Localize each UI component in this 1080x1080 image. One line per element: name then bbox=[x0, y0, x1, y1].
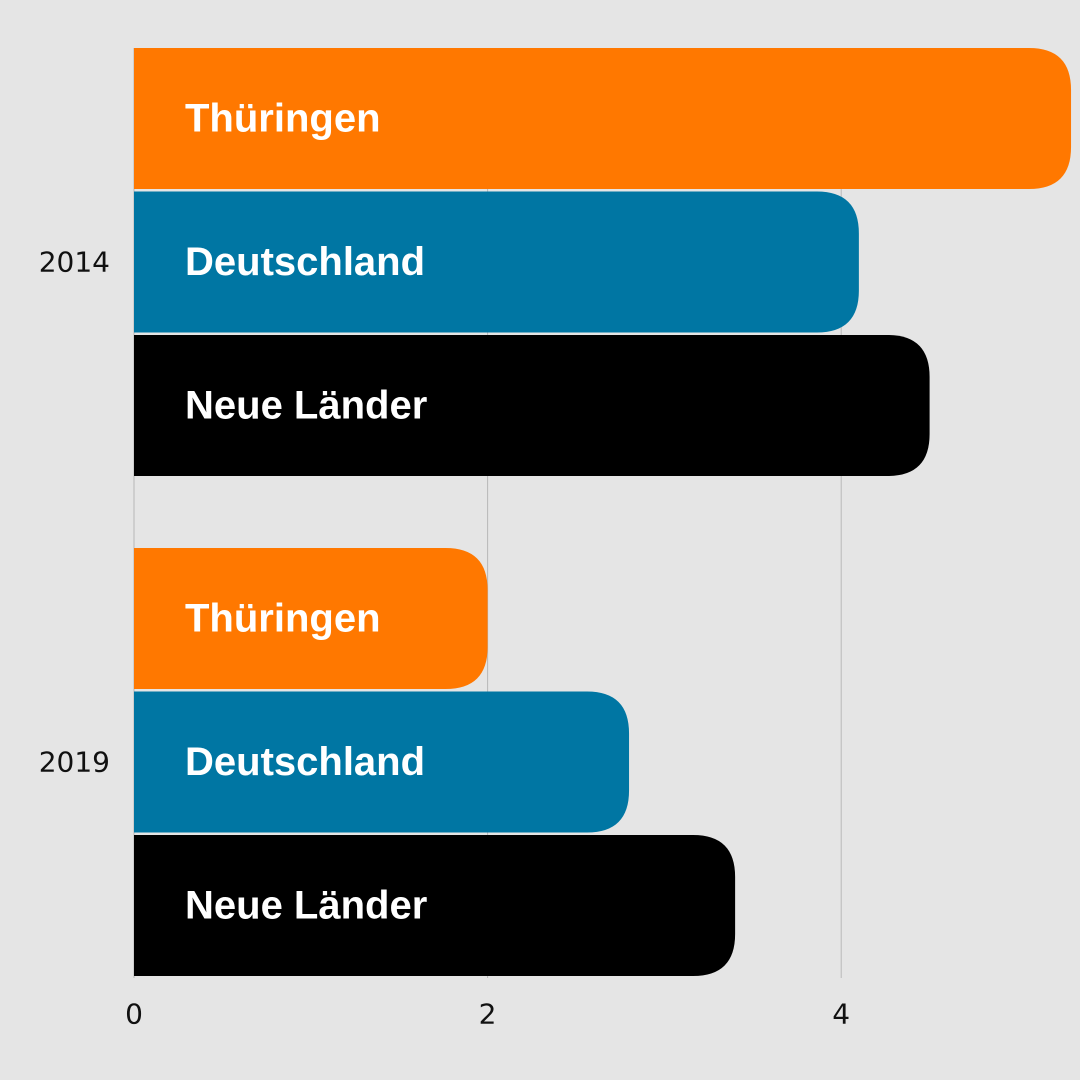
bars: Thüringen Deutschland Neue Länder Thüringen… bbox=[134, 48, 1072, 976]
bar-2014-deutschland bbox=[134, 191, 859, 333]
bar-label-2014-thueringen: Thüringen bbox=[185, 97, 381, 141]
x-tick-label-0: 0 bbox=[125, 998, 143, 1031]
y-tick-label-2014: 2014 bbox=[39, 246, 110, 279]
y-tick-label-2019: 2019 bbox=[39, 746, 110, 779]
bar-label-2019-neue-laender: Neue Länder bbox=[185, 884, 427, 928]
bar-2019-deutschland bbox=[134, 691, 630, 833]
bar-2014-neue-laender bbox=[134, 335, 930, 476]
bar-label-2019-deutschland: Deutschland bbox=[185, 740, 425, 784]
x-tick-label-2: 2 bbox=[479, 998, 497, 1031]
bar-label-2014-neue-laender: Neue Länder bbox=[185, 384, 427, 428]
axis-labels: 2014 2019 0 2 4 bbox=[39, 246, 850, 1031]
bar-label-2014-deutschland: Deutschland bbox=[185, 240, 425, 284]
bar-2019-neue-laender bbox=[134, 835, 736, 976]
x-tick-label-4: 4 bbox=[832, 998, 850, 1031]
bar-2019-thueringen bbox=[134, 548, 488, 689]
bar-label-2019-thueringen: Thüringen bbox=[185, 597, 381, 641]
bar-2014-thueringen bbox=[134, 48, 1072, 189]
